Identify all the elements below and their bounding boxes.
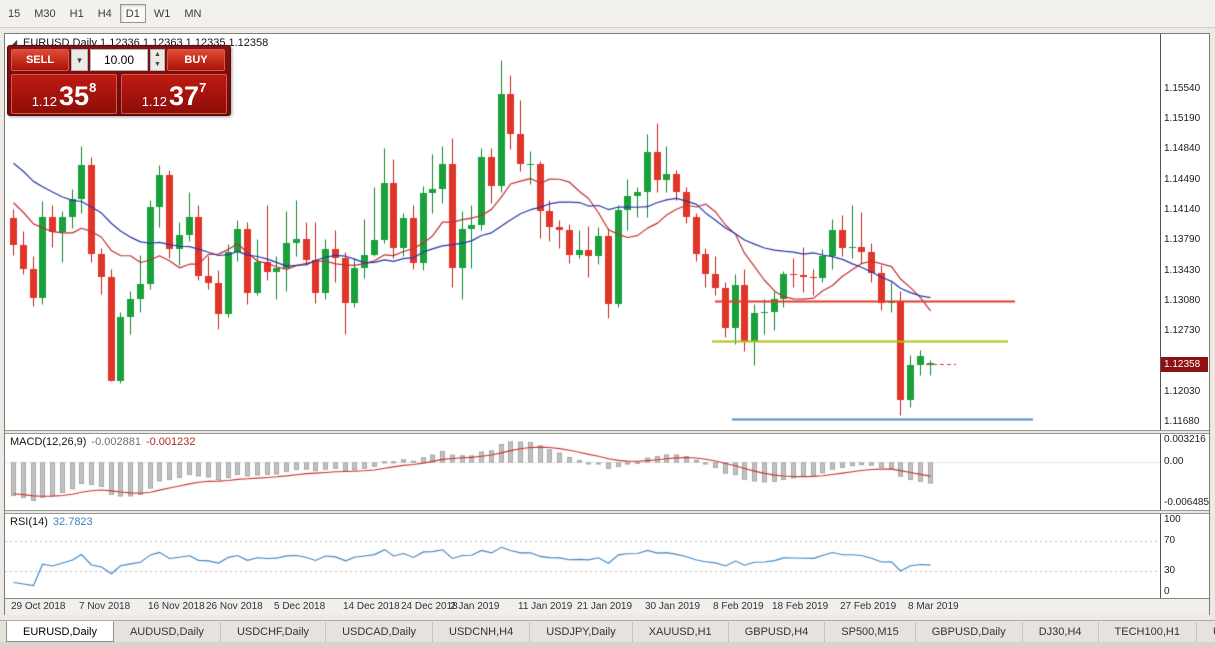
date-axis-label: 27 Feb 2019 [840,601,897,612]
tab-audusd-daily[interactable]: AUDUSD,Daily [114,622,221,642]
date-axis-label: 5 Dec 2018 [274,601,326,612]
date-axis-label: 8 Mar 2019 [908,601,959,612]
date-axis-label: 26 Nov 2018 [206,601,263,612]
arrow-up-icon[interactable]: ▲ [154,51,161,58]
price-axis-label: 1.14490 [1164,174,1201,185]
date-axis-label: 29 Oct 2018 [11,601,66,612]
rsi-title: RSI(14) 32.7823 [10,516,93,528]
timeframe-button-w1[interactable]: W1 [153,8,171,20]
date-axis-label: 8 Feb 2019 [713,601,764,612]
timeframe-button-h4[interactable]: H4 [97,8,112,20]
date-axis-label: 21 Jan 2019 [577,601,633,612]
tab-usdchf-daily[interactable]: USDCHF,Daily [221,622,327,642]
tab-sp500-m15[interactable]: SP500,M15 [825,622,916,642]
sell-price-prefix: 1.12 [31,94,58,109]
buy-price-sup: 7 [199,80,207,95]
volume-dropdown-button[interactable]: ▼ [71,49,88,71]
tab-tech100-h1[interactable]: TECH100,H1 [1099,622,1197,642]
tab-xauusd-h1[interactable]: XAUUSD,H1 [633,622,729,642]
rsi-axis[interactable]: 100 70 30 0 [1160,514,1208,598]
macd-axis-label: -0.006485 [1164,497,1210,508]
volume-stepper[interactable]: ▲ ▼ [150,49,165,71]
main-chart-pane[interactable]: ◢ EURUSD,Daily 1.12336 1.12363 1.12335 1.… [5,34,1160,430]
macd-pane[interactable]: MACD(12,26,9) -0.002881 -0.001232 [5,434,1160,510]
date-axis-label: 14 Dec 2018 [343,601,400,612]
price-axis[interactable]: 1.12358 1.15540 1.15190 1.14840 1.14490 1.14… [1160,34,1208,430]
price-axis-label: 1.14840 [1164,143,1201,154]
macd-main-value: -0.002881 [91,436,141,448]
macd-name: MACD(12,26,9) [10,436,87,448]
sell-price-button[interactable]: 1.12 35 8 [11,74,117,114]
chart-tabs-bar: EURUSD,Daily AUDUSD,Daily USDCHF,Daily USDC… [0,620,1215,642]
chart-icon: ◢ [11,38,18,47]
current-price-badge: 1.12358 [1161,357,1208,372]
date-axis-label: 16 Nov 2018 [148,601,205,612]
tab-ukc[interactable]: UKC [1197,622,1215,642]
date-axis-label: 24 Dec 2018 [401,601,458,612]
timeframe-button-d1[interactable]: D1 [119,4,146,23]
pane-splitter[interactable] [5,430,1209,434]
tab-gbpusd-h4[interactable]: GBPUSD,H4 [729,622,826,642]
sell-price-big: 35 [59,81,90,111]
macd-axis-label: 0.003216 [1164,434,1206,445]
pane-splitter[interactable] [5,510,1209,514]
date-axis-label: 7 Nov 2018 [79,601,131,612]
price-axis-label: 1.13080 [1164,295,1201,306]
tab-usdcad-daily[interactable]: USDCAD,Daily [326,622,434,642]
timeframe-button-h1[interactable]: H1 [69,8,84,20]
tab-gbpusd-daily[interactable]: GBPUSD,Daily [916,622,1023,642]
date-axis-label: 11 Jan 2019 [518,601,573,612]
rsi-axis-label: 70 [1164,535,1176,546]
price-axis-label: 1.15540 [1164,83,1201,94]
price-axis-label: 1.15190 [1164,113,1201,124]
arrow-down-icon[interactable]: ▼ [154,61,161,68]
price-axis-label: 1.13430 [1164,265,1201,276]
rsi-value: 32.7823 [52,516,93,528]
rsi-canvas[interactable] [5,514,1160,598]
one-click-trading-panel: SELL ▼ 10.00 ▲ ▼ BUY 1.12 35 8 1.12 37 7 [7,45,231,116]
price-axis-label: 1.13790 [1164,234,1201,245]
tab-dj30-h4[interactable]: DJ30,H4 [1023,622,1099,642]
macd-canvas[interactable] [5,434,1160,510]
rsi-axis-label: 0 [1164,586,1170,597]
macd-axis[interactable]: 0.003216 0.00 -0.006485 [1160,434,1210,510]
volume-input[interactable]: 10.00 [90,49,148,71]
macd-signal-value: -0.001232 [145,436,196,448]
tab-eurusd-daily[interactable]: EURUSD,Daily [6,621,114,642]
price-axis-label: 1.14140 [1164,204,1201,215]
timeframe-button-m30[interactable]: M30 [34,8,56,20]
buy-price-button[interactable]: 1.12 37 7 [121,74,227,114]
buy-price-prefix: 1.12 [141,94,168,109]
window-bottom-edge [0,642,1215,647]
rsi-pane[interactable]: RSI(14) 32.7823 [5,514,1160,598]
sell-price-sup: 8 [89,80,97,95]
price-axis-label: 1.12730 [1164,325,1201,336]
sell-button[interactable]: SELL [11,49,69,71]
rsi-axis-label: 30 [1164,565,1176,576]
buy-button[interactable]: BUY [167,49,225,71]
date-axis-label: 30 Jan 2019 [645,601,701,612]
date-axis-label: 2 Jan 2019 [450,601,500,612]
time-axis[interactable]: 29 Oct 2018 7 Nov 2018 16 Nov 2018 26 Nov 2… [5,598,1209,615]
chevron-down-icon: ▼ [75,56,84,65]
timeframe-button-15[interactable]: 15 [8,8,21,20]
buy-price-big: 37 [169,81,200,111]
rsi-axis-label: 100 [1164,514,1181,525]
date-axis-label: 18 Feb 2019 [772,601,829,612]
tab-usdcnh-h4[interactable]: USDCNH,H4 [433,622,531,642]
price-axis-label: 1.11680 [1164,416,1200,427]
timeframe-toolbar: 15 M30 H1 H4 D1 W1 MN [0,0,1215,28]
rsi-name: RSI(14) [10,516,48,528]
timeframe-button-mn[interactable]: MN [184,8,202,20]
price-axis-label: 1.12030 [1164,386,1201,397]
tab-usdjpy-daily[interactable]: USDJPY,Daily [530,622,633,642]
macd-title: MACD(12,26,9) -0.002881 -0.001232 [10,436,196,448]
macd-axis-label: 0.00 [1164,456,1184,467]
chart-window: ◢ EURUSD,Daily 1.12336 1.12363 1.12335 1.… [4,33,1210,615]
